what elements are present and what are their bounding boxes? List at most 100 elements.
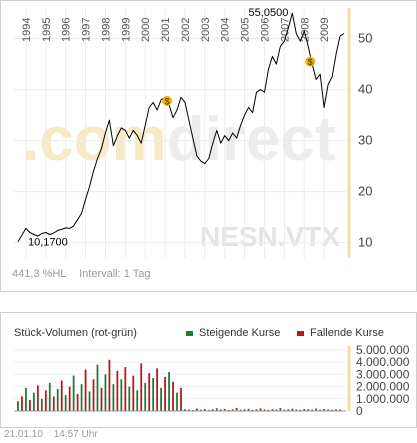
y-tick-label: 20 bbox=[358, 184, 372, 199]
volume-bar bbox=[315, 408, 318, 411]
volume-bar bbox=[295, 409, 298, 411]
volume-bar bbox=[136, 390, 139, 411]
volume-bar bbox=[211, 409, 214, 411]
volume-bar bbox=[235, 407, 238, 411]
volume-bar bbox=[76, 393, 79, 411]
volume-bar bbox=[192, 409, 194, 411]
volume-bar bbox=[36, 385, 39, 411]
volume-bar bbox=[108, 359, 111, 411]
volume-bar bbox=[303, 408, 306, 411]
volume-bar bbox=[40, 398, 43, 411]
volume-bar bbox=[156, 368, 159, 411]
volume-bar bbox=[140, 363, 143, 411]
volume-bar bbox=[128, 386, 131, 411]
x-tick-label: 2004 bbox=[220, 18, 232, 42]
x-tick-label: 1995 bbox=[41, 18, 53, 42]
interval-label: Intervall: 1 Tag bbox=[79, 268, 151, 280]
x-tick-label: 2006 bbox=[259, 18, 271, 42]
volume-bar bbox=[17, 401, 19, 411]
volume-bar bbox=[124, 367, 127, 411]
volume-bar bbox=[112, 384, 115, 411]
event-marker bbox=[162, 95, 173, 106]
volume-tick-label: 3.000.000 bbox=[356, 367, 410, 381]
volume-bar bbox=[339, 409, 341, 411]
volume-tick-label: 0 bbox=[356, 404, 363, 418]
legend-rising-label: Steigende Kurse bbox=[199, 327, 281, 339]
volume-bar bbox=[223, 408, 226, 411]
volume-bar bbox=[287, 409, 290, 411]
volume-bar bbox=[243, 409, 246, 411]
volume-bar bbox=[271, 409, 274, 411]
volume-bar bbox=[291, 408, 294, 411]
volume-bar bbox=[255, 409, 258, 411]
x-tick-label: 1999 bbox=[120, 18, 132, 42]
x-tick-label: 2005 bbox=[240, 18, 252, 42]
volume-bar bbox=[152, 378, 155, 411]
volume-bar bbox=[199, 409, 202, 411]
volume-bar bbox=[72, 375, 75, 411]
volume-tick-label: 2.000.000 bbox=[356, 380, 410, 394]
volume-bar bbox=[227, 409, 230, 411]
volume-bar bbox=[84, 369, 87, 411]
performance-value: 441,3 %HL bbox=[12, 268, 67, 280]
volume-bar bbox=[203, 409, 206, 411]
x-tick-label: 1997 bbox=[81, 18, 93, 42]
volume-bar bbox=[120, 379, 123, 411]
volume-bar bbox=[215, 408, 218, 411]
volume-bar bbox=[25, 387, 27, 411]
legend-rising-swatch bbox=[186, 330, 193, 336]
volume-bar bbox=[104, 374, 107, 411]
high-label: 55,0500 bbox=[249, 7, 289, 19]
volume-bar bbox=[184, 409, 186, 411]
y-tick-label: 30 bbox=[358, 133, 372, 148]
volume-bar bbox=[307, 409, 310, 411]
volume-bar bbox=[160, 387, 163, 411]
event-marker bbox=[305, 56, 316, 67]
volume-bar bbox=[144, 382, 147, 411]
legend-falling: Fallende Kurse bbox=[297, 327, 384, 339]
y-tick-label: 10 bbox=[358, 235, 372, 250]
volume-tick-label: 5.000.000 bbox=[356, 343, 410, 357]
x-tick-label: 2003 bbox=[200, 18, 212, 42]
volume-bar bbox=[176, 392, 178, 411]
y-tick-label: 40 bbox=[358, 82, 372, 97]
ticker-watermark: NESN.VTX bbox=[200, 221, 340, 252]
volume-bar bbox=[259, 408, 262, 411]
x-tick-label: 2000 bbox=[140, 18, 152, 42]
volume-bar bbox=[335, 409, 337, 411]
volume-bar bbox=[331, 409, 333, 411]
x-tick-label: 2001 bbox=[160, 18, 172, 42]
volume-bar bbox=[132, 375, 135, 411]
volume-bar bbox=[188, 409, 190, 411]
x-tick-label: 2002 bbox=[180, 18, 192, 42]
volume-bar bbox=[267, 409, 270, 411]
brand-watermark: .comdirect bbox=[22, 105, 336, 174]
volume-tick-label: 4.000.000 bbox=[356, 355, 410, 369]
footer-time: 14:57 Uhr bbox=[53, 429, 98, 440]
y-tick-label: 50 bbox=[358, 31, 372, 46]
volume-bar bbox=[64, 395, 67, 411]
volume-bar bbox=[323, 409, 326, 411]
volume-bar bbox=[164, 376, 166, 411]
volume-bar bbox=[196, 408, 198, 411]
footer-date: 21.01.10 bbox=[4, 429, 43, 440]
volume-bar bbox=[32, 392, 35, 411]
volume-bar bbox=[207, 409, 210, 411]
volume-bar bbox=[279, 407, 282, 411]
volume-bar bbox=[180, 387, 182, 411]
price-chart: .comdirect NESN.VTX 10 20 30 40 50 1994 1995 1996… bbox=[14, 7, 372, 258]
volume-bar bbox=[88, 391, 91, 411]
legend-falling-swatch bbox=[297, 330, 304, 336]
legend-falling-label: Fallende Kurse bbox=[310, 327, 384, 339]
volume-title: Stück-Volumen (rot-grün) bbox=[14, 327, 137, 339]
volume-bar bbox=[327, 409, 330, 411]
volume-bar bbox=[96, 364, 99, 411]
volume-bar bbox=[44, 390, 47, 411]
x-tick-label: 1994 bbox=[21, 18, 33, 42]
volume-bar bbox=[68, 386, 71, 411]
x-tick-label: 1996 bbox=[61, 18, 73, 42]
x-tick-label: 2007 bbox=[279, 18, 291, 42]
volume-bar bbox=[219, 409, 222, 411]
volume-bar bbox=[80, 384, 83, 411]
